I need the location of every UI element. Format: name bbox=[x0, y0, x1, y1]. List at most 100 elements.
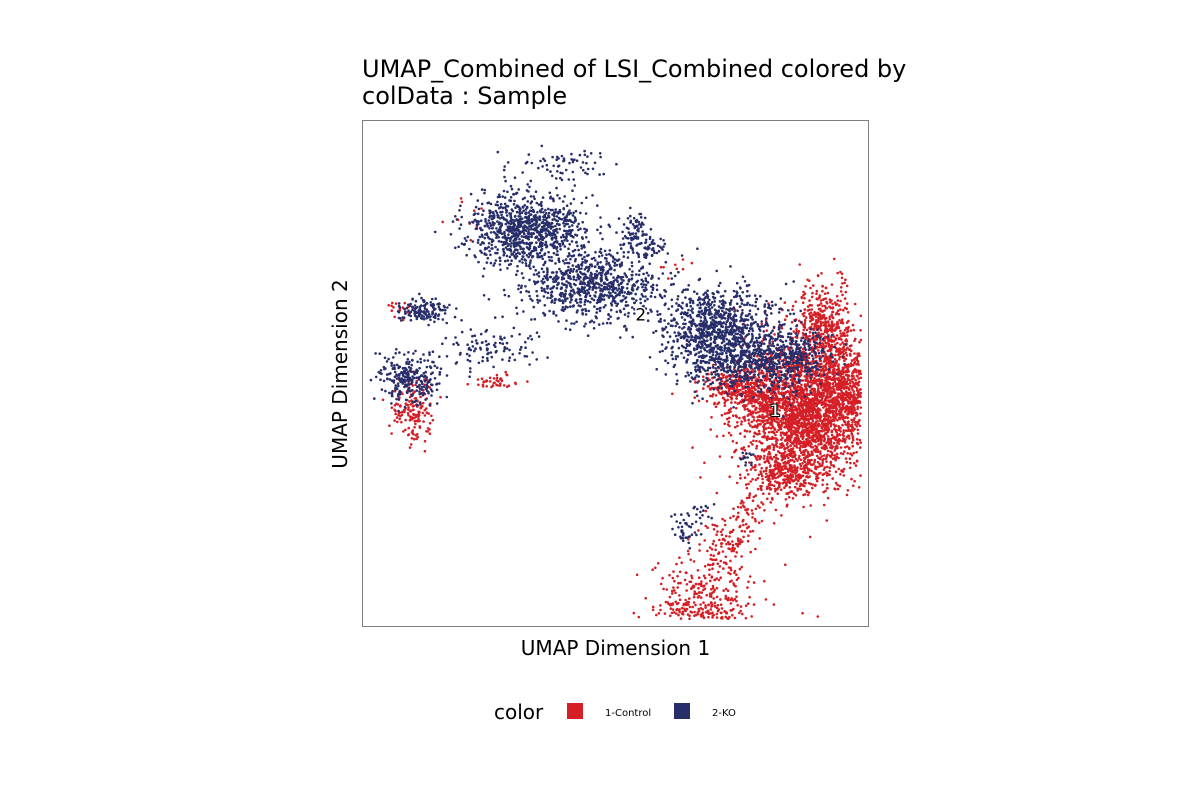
data-point bbox=[820, 446, 824, 450]
data-point bbox=[480, 188, 484, 191]
data-point bbox=[739, 506, 743, 509]
data-point bbox=[753, 431, 756, 435]
data-point bbox=[431, 418, 435, 422]
data-point bbox=[563, 224, 566, 228]
data-point bbox=[534, 190, 538, 193]
data-point bbox=[488, 221, 492, 225]
data-point bbox=[472, 213, 476, 216]
data-point bbox=[827, 418, 830, 422]
data-point bbox=[702, 375, 705, 379]
data-point bbox=[760, 322, 764, 326]
data-point bbox=[842, 405, 845, 409]
data-point bbox=[813, 311, 816, 314]
data-point bbox=[779, 434, 783, 437]
data-point bbox=[829, 416, 832, 419]
data-point bbox=[802, 449, 806, 453]
data-point bbox=[852, 382, 855, 385]
data-point bbox=[779, 427, 783, 431]
data-point bbox=[760, 474, 764, 478]
data-point bbox=[771, 426, 774, 429]
data-point bbox=[853, 368, 857, 371]
data-point bbox=[778, 483, 781, 487]
data-point bbox=[731, 414, 735, 418]
data-point bbox=[669, 614, 672, 618]
data-point bbox=[741, 504, 745, 507]
data-point bbox=[834, 337, 838, 340]
data-point bbox=[825, 519, 829, 522]
data-point bbox=[651, 568, 654, 571]
data-point bbox=[423, 439, 427, 443]
data-point bbox=[732, 507, 735, 511]
data-point bbox=[490, 243, 494, 247]
data-point bbox=[769, 483, 772, 486]
data-point bbox=[803, 484, 806, 488]
data-point bbox=[698, 591, 701, 594]
data-point bbox=[803, 453, 806, 456]
data-point bbox=[822, 457, 825, 461]
data-point bbox=[811, 423, 814, 427]
data-point bbox=[831, 402, 835, 405]
data-point bbox=[787, 496, 791, 499]
data-point bbox=[763, 431, 767, 435]
data-point bbox=[696, 569, 700, 572]
data-point bbox=[797, 329, 801, 333]
data-point bbox=[746, 381, 750, 385]
data-point bbox=[785, 314, 789, 318]
data-point bbox=[851, 323, 855, 327]
data-point bbox=[730, 456, 734, 459]
data-point bbox=[799, 431, 802, 435]
data-point bbox=[789, 378, 793, 382]
data-point bbox=[829, 424, 833, 428]
data-point bbox=[576, 225, 579, 228]
data-point bbox=[679, 617, 683, 620]
data-point bbox=[742, 535, 745, 539]
data-point bbox=[780, 421, 784, 425]
data-point bbox=[750, 420, 754, 424]
data-point bbox=[754, 547, 757, 551]
data-point bbox=[806, 443, 810, 446]
data-point bbox=[515, 273, 518, 277]
data-point bbox=[800, 383, 803, 387]
data-point bbox=[754, 408, 757, 412]
data-point bbox=[789, 431, 793, 435]
data-point bbox=[743, 435, 747, 438]
data-point bbox=[714, 548, 717, 551]
data-point bbox=[847, 319, 850, 323]
data-point bbox=[489, 253, 492, 257]
data-point bbox=[821, 483, 824, 487]
data-point bbox=[839, 395, 843, 398]
data-point bbox=[742, 523, 745, 527]
data-point bbox=[655, 613, 658, 617]
data-point bbox=[795, 398, 799, 401]
data-point bbox=[686, 549, 690, 553]
data-point bbox=[787, 382, 790, 385]
data-point bbox=[857, 380, 861, 384]
data-point bbox=[773, 473, 777, 477]
data-point bbox=[729, 566, 732, 570]
data-point bbox=[748, 430, 752, 433]
data-point bbox=[791, 308, 794, 312]
data-point bbox=[811, 483, 815, 486]
data-point bbox=[778, 373, 781, 377]
data-point bbox=[804, 403, 808, 407]
data-point bbox=[795, 420, 799, 423]
data-point bbox=[820, 393, 823, 396]
data-point bbox=[838, 357, 841, 361]
data-point bbox=[809, 286, 812, 290]
data-point bbox=[810, 469, 813, 473]
data-point bbox=[757, 473, 761, 477]
data-point bbox=[829, 446, 832, 449]
data-point bbox=[753, 401, 757, 404]
data-point bbox=[684, 571, 688, 574]
data-point bbox=[830, 340, 833, 343]
data-point bbox=[805, 328, 809, 332]
data-point bbox=[558, 223, 561, 226]
data-point bbox=[835, 444, 838, 448]
data-point bbox=[412, 437, 416, 441]
data-point bbox=[749, 413, 752, 416]
data-point bbox=[824, 286, 828, 290]
data-point bbox=[841, 293, 844, 297]
data-point bbox=[481, 383, 485, 387]
data-point bbox=[846, 311, 850, 314]
data-point bbox=[829, 461, 833, 465]
